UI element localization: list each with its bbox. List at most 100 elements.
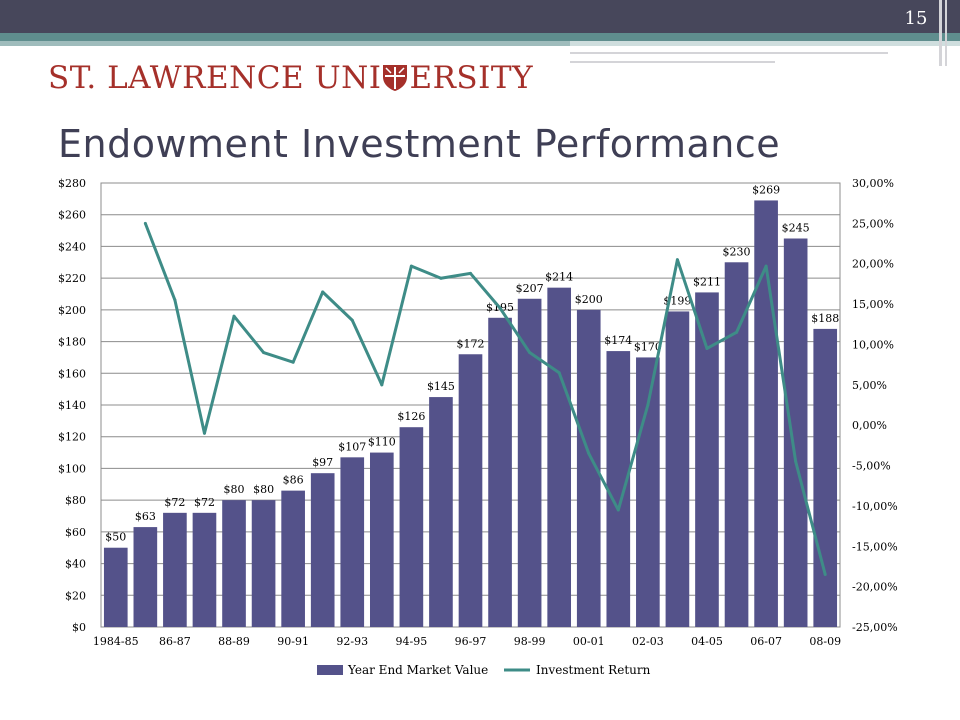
bar-data-label: $230 bbox=[723, 245, 751, 258]
y-right-tick-label: 20,00% bbox=[852, 258, 894, 271]
bar bbox=[281, 490, 305, 627]
bar bbox=[133, 527, 158, 627]
bar bbox=[547, 287, 572, 627]
bar bbox=[251, 500, 276, 627]
bar bbox=[783, 238, 808, 627]
bar bbox=[606, 351, 631, 627]
y-left-tick-label: $20 bbox=[65, 589, 86, 602]
bar-data-label: $86 bbox=[283, 474, 304, 487]
investment-return-point bbox=[794, 460, 798, 464]
y-left-tick-label: $200 bbox=[58, 304, 86, 317]
investment-return-point bbox=[735, 330, 739, 334]
investment-return-point bbox=[498, 306, 502, 310]
investment-return-point bbox=[350, 318, 354, 322]
x-tick-label: 02-03 bbox=[632, 635, 664, 648]
x-tick-label: 98-99 bbox=[514, 635, 546, 648]
investment-return-point bbox=[616, 508, 620, 512]
investment-return-point bbox=[469, 271, 472, 275]
bar bbox=[517, 298, 542, 627]
investment-return-point bbox=[587, 451, 591, 455]
logo-text-left: ST. LAWRENCE UNI bbox=[48, 60, 382, 96]
slide-title: Endowment Investment Performance bbox=[58, 122, 781, 166]
y-left-tick-label: $80 bbox=[65, 494, 86, 507]
bar bbox=[576, 309, 601, 627]
bar-data-label: $145 bbox=[427, 380, 455, 393]
y-right-tick-label: 0,00% bbox=[852, 419, 887, 432]
y-left-tick-label: $120 bbox=[58, 431, 86, 444]
y-left-tick-label: $260 bbox=[58, 209, 86, 222]
shield-icon bbox=[382, 62, 408, 102]
y-right-tick-label: -5,00% bbox=[852, 460, 891, 473]
bar-data-label: $188 bbox=[811, 312, 839, 325]
y-left-tick-label: $0 bbox=[72, 621, 86, 634]
bar-data-label: $80 bbox=[224, 483, 245, 496]
y-left-tick-label: $140 bbox=[58, 399, 86, 412]
x-tick-label: 06-07 bbox=[750, 635, 782, 648]
bar-data-label: $97 bbox=[312, 456, 333, 469]
y-right-tick-label: -10,00% bbox=[852, 500, 898, 513]
investment-return-point bbox=[143, 221, 147, 225]
bar bbox=[429, 397, 453, 627]
bar-data-label: $107 bbox=[338, 440, 366, 453]
y-left-tick-label: $240 bbox=[58, 240, 86, 253]
bar bbox=[340, 457, 365, 627]
bar bbox=[103, 547, 128, 627]
header-accent-stripe bbox=[0, 33, 960, 41]
bar-data-label: $172 bbox=[457, 337, 485, 350]
x-tick-label: 08-09 bbox=[809, 635, 841, 648]
x-tick-label: 96-97 bbox=[455, 635, 487, 648]
bar-data-label: $207 bbox=[516, 282, 544, 295]
investment-return-point bbox=[675, 258, 679, 262]
bar-data-label: $245 bbox=[782, 222, 810, 235]
investment-return-point bbox=[173, 298, 177, 302]
investment-return-line bbox=[143, 222, 827, 575]
bar bbox=[754, 200, 778, 627]
decorative-horizontal-line bbox=[570, 61, 775, 63]
bar bbox=[458, 354, 483, 627]
y-right-tick-label: 25,00% bbox=[852, 217, 894, 230]
y-left-tick-label: $220 bbox=[58, 272, 86, 285]
decorative-vertical-line bbox=[945, 0, 947, 66]
investment-return-point bbox=[202, 431, 206, 435]
bar bbox=[724, 262, 749, 627]
investment-return-point bbox=[232, 314, 236, 318]
bar bbox=[695, 292, 719, 627]
investment-return-point bbox=[262, 351, 266, 355]
y-right-tick-label: -15,00% bbox=[852, 540, 898, 553]
y-right-tick-label: 15,00% bbox=[852, 298, 894, 311]
y-left-tick-label: $180 bbox=[58, 336, 86, 349]
x-tick-label: 1984-85 bbox=[93, 635, 139, 648]
logo-text-right: ERSITY bbox=[409, 60, 534, 96]
decorative-horizontal-line bbox=[570, 52, 888, 54]
bar-data-label: $72 bbox=[194, 496, 215, 509]
bar bbox=[665, 311, 690, 627]
investment-return-point bbox=[291, 360, 295, 364]
bar-data-label: $174 bbox=[604, 334, 632, 347]
investment-return-point bbox=[409, 264, 413, 268]
x-tick-label: 94-95 bbox=[396, 635, 428, 648]
university-logo: ST. LAWRENCE UNI ERSITY bbox=[48, 58, 533, 102]
y-left-tick-label: $280 bbox=[58, 177, 86, 190]
y-right-tick-label: 10,00% bbox=[852, 338, 894, 351]
x-tick-label: 86-87 bbox=[159, 635, 191, 648]
bar bbox=[399, 427, 424, 627]
bar bbox=[310, 473, 335, 627]
header-accent-stripe-light bbox=[0, 41, 570, 46]
bar-data-label: $126 bbox=[397, 410, 425, 423]
bar-data-label: $170 bbox=[634, 340, 662, 353]
bar bbox=[222, 500, 246, 627]
bar-data-label: $80 bbox=[253, 483, 274, 496]
x-tick-label: 92-93 bbox=[336, 635, 368, 648]
y-left-tick-label: $40 bbox=[65, 558, 86, 571]
slide-header-bar bbox=[0, 0, 960, 33]
bar bbox=[163, 512, 187, 627]
bar-data-label: $72 bbox=[164, 496, 185, 509]
y-right-tick-label: 5,00% bbox=[852, 379, 887, 392]
decorative-vertical-line bbox=[939, 0, 942, 66]
y-right-tick-label: -20,00% bbox=[852, 581, 898, 594]
investment-return-point bbox=[705, 346, 709, 350]
y-left-tick-label: $160 bbox=[58, 367, 86, 380]
bar-data-label: $269 bbox=[752, 183, 780, 196]
bar bbox=[369, 452, 394, 627]
